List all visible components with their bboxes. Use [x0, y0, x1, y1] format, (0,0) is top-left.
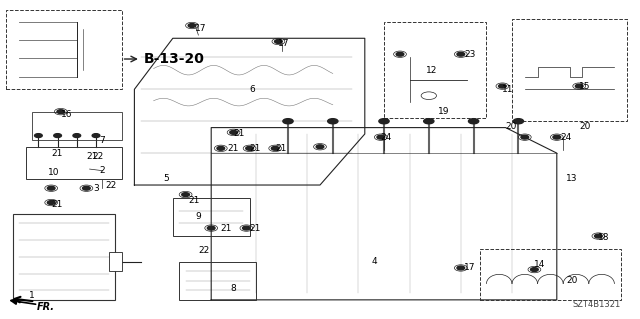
Text: 21: 21 — [275, 144, 287, 153]
Bar — [26, 147, 122, 179]
Text: 21: 21 — [51, 200, 63, 209]
Text: 2: 2 — [99, 166, 105, 175]
Circle shape — [92, 134, 100, 137]
Circle shape — [457, 52, 465, 56]
Circle shape — [316, 145, 324, 149]
Text: 17: 17 — [464, 263, 476, 272]
Text: 21: 21 — [227, 144, 239, 153]
Circle shape — [283, 119, 293, 124]
Circle shape — [499, 84, 506, 88]
Circle shape — [553, 135, 561, 139]
Text: 4: 4 — [371, 257, 377, 266]
Circle shape — [243, 226, 250, 230]
Text: 21: 21 — [189, 197, 200, 205]
Circle shape — [396, 52, 404, 56]
Text: SZT4B1321: SZT4B1321 — [573, 300, 621, 309]
Circle shape — [83, 186, 90, 190]
Text: 18: 18 — [598, 233, 610, 242]
Circle shape — [73, 134, 81, 137]
Text: 21: 21 — [234, 130, 245, 138]
Text: 8: 8 — [230, 284, 236, 293]
Circle shape — [468, 119, 479, 124]
Text: 22: 22 — [198, 246, 210, 255]
Text: 22: 22 — [93, 152, 104, 161]
Text: 1: 1 — [29, 291, 35, 300]
Text: 24: 24 — [381, 133, 392, 142]
Text: 24: 24 — [560, 133, 572, 142]
Text: 19: 19 — [438, 107, 450, 116]
Circle shape — [207, 226, 215, 230]
Circle shape — [246, 146, 253, 150]
Circle shape — [271, 146, 279, 150]
Bar — [179, 262, 256, 300]
Circle shape — [54, 134, 61, 137]
Text: FR.: FR. — [37, 302, 55, 312]
Text: 7: 7 — [99, 136, 105, 145]
Text: 13: 13 — [566, 174, 578, 183]
Circle shape — [595, 234, 602, 238]
Text: 17: 17 — [278, 39, 290, 48]
Text: 23: 23 — [464, 50, 476, 59]
Text: 21: 21 — [221, 224, 232, 233]
Bar — [109, 252, 122, 271]
Circle shape — [377, 135, 385, 139]
Circle shape — [47, 201, 55, 204]
Text: 12: 12 — [426, 66, 437, 75]
Text: 11: 11 — [502, 85, 514, 94]
Text: 9: 9 — [195, 212, 201, 221]
Text: 5: 5 — [163, 174, 169, 183]
Bar — [384, 22, 486, 118]
Circle shape — [230, 130, 237, 134]
Bar — [32, 112, 122, 140]
Text: 21: 21 — [51, 149, 63, 158]
Circle shape — [513, 119, 524, 124]
Circle shape — [521, 135, 529, 139]
Circle shape — [57, 110, 65, 114]
Circle shape — [575, 84, 583, 88]
Text: 22: 22 — [106, 181, 117, 189]
Bar — [6, 10, 122, 89]
Text: 21: 21 — [250, 144, 261, 153]
Circle shape — [424, 119, 434, 124]
Text: 10: 10 — [48, 168, 60, 177]
Circle shape — [531, 268, 538, 271]
Circle shape — [457, 266, 465, 270]
Bar — [480, 249, 621, 300]
Circle shape — [328, 119, 338, 124]
Bar — [13, 214, 115, 300]
Circle shape — [275, 40, 282, 43]
Circle shape — [217, 146, 225, 150]
Text: 21: 21 — [250, 224, 261, 233]
Circle shape — [188, 24, 196, 27]
Text: 3: 3 — [93, 184, 99, 193]
Text: B-13-20: B-13-20 — [144, 52, 205, 66]
Circle shape — [35, 134, 42, 137]
Text: 14: 14 — [534, 260, 546, 269]
Text: 6: 6 — [250, 85, 255, 94]
Circle shape — [47, 186, 55, 190]
Bar — [512, 19, 627, 121]
Text: 16: 16 — [61, 110, 72, 119]
Circle shape — [182, 193, 189, 197]
Text: 20: 20 — [579, 122, 591, 130]
Text: 17: 17 — [195, 24, 207, 33]
Circle shape — [379, 119, 389, 124]
Text: 20: 20 — [566, 276, 578, 285]
Text: 15: 15 — [579, 82, 591, 91]
Text: 21: 21 — [86, 152, 98, 161]
Text: 20: 20 — [506, 122, 517, 130]
Bar — [173, 198, 250, 236]
